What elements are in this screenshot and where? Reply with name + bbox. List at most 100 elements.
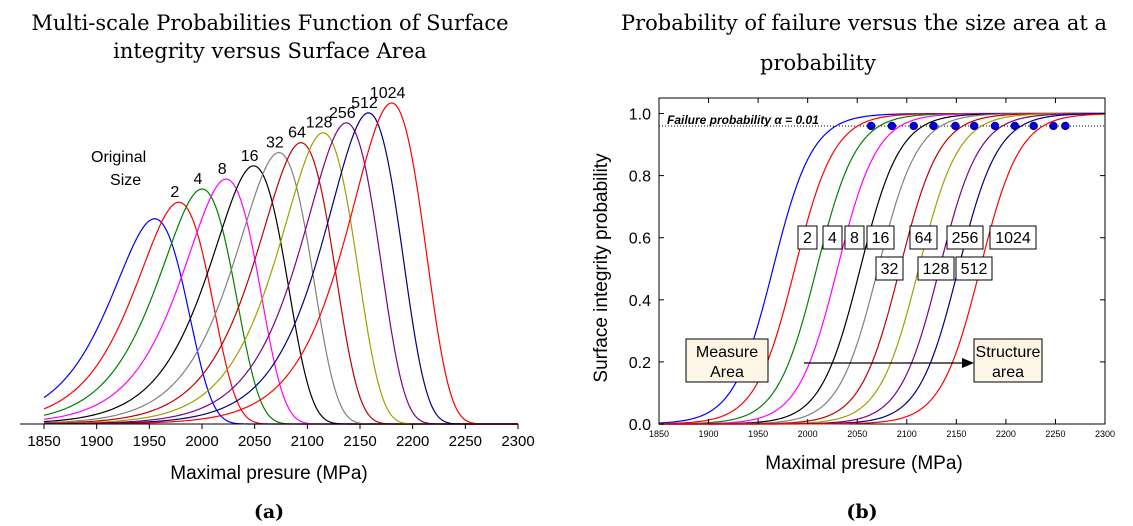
panel-b-size-label-box [866,225,895,250]
panel-b-size-label-box [844,225,865,250]
panel-b-y-tick-label: 0.2 [629,355,651,372]
panel-a-series-label: 16 [241,148,259,165]
panel-b-markers [866,121,1070,131]
panel-b-x-tick-label: 1850 [649,429,669,439]
panel-b-y-axis-label: Surface integrity probability [591,153,612,383]
panel-a-series-line [43,178,518,425]
panel-a-x-tick-label: 2200 [396,433,429,450]
measure-area-label-line-2: Area [710,364,744,381]
panel-a-x-tick-label: 1850 [27,433,60,450]
panel-b-chart: Probability of failure versus the size a… [591,11,1115,523]
panel-b-y-ticks: 0.0 0.2 0.4 0.6 0.8 1.0 [629,107,1105,434]
panel-b-size-label: 8 [850,230,859,247]
panel-a-x-axis-label: Maximal presure (MPa) [170,463,367,484]
panel-b-x-axis-label: Maximal presure (MPa) [765,453,962,474]
panel-a-series-label: 512 [351,95,378,112]
panel-b-size-labels: 2 4 8 16 64 256 1024 32 128 512 [797,225,1037,281]
panel-b-failure-marker [1061,121,1070,131]
panel-b-size-label: 4 [828,230,837,247]
panel-b-size-label-box [989,225,1037,250]
panel-a-series-label: 4 [194,171,203,188]
panel-b-x-ticks: 1850 1900 1950 2000 2050 2100 2150 2200 2250 2300 [649,98,1115,439]
structure-area-label-line-2: area [992,364,1024,381]
panel-b-size-label-box [822,225,843,250]
panel-a-x-tick-label: 2100 [291,433,324,450]
measure-area-box [685,338,769,383]
panel-b-y-tick-label: 0.8 [629,169,651,186]
panel-a-x-tick-label: 2250 [449,433,482,450]
panel-a-x-tick-label: 2300 [501,433,534,450]
panel-b-series-group [658,112,1106,425]
panel-b-failure-marker [990,121,1000,131]
panel-a-series-label: 256 [329,105,356,122]
panel-b-size-label-box [955,256,993,281]
panel-b-y-tick-label: 0.0 [629,417,651,434]
panel-b-x-tick-label: 1900 [699,429,719,439]
panel-a-x-tick-label: 2000 [185,433,218,450]
panel-b-size-label: 512 [961,261,988,278]
panel-b-x-tick-label: 2050 [847,429,867,439]
size-arrow-head [962,358,974,368]
panel-a-series-label: 8 [218,161,227,178]
panel-a-x-ticks: 1850 1900 1950 2000 2050 2100 2150 2200 2250 2300 [27,424,535,450]
panel-a-series-label: 32 [266,135,284,152]
panel-b-size-label: 2 [803,230,812,247]
panel-b-plot-frame [658,97,1106,425]
panel-b-failure-marker [1029,121,1038,131]
panel-b-size-label-box [797,225,818,250]
panel-a-x-tick-label: 1900 [80,433,113,450]
panel-a-title-line-1: Multi-scale Probabilities Function of Su… [31,11,508,35]
panel-b-y-tick-label: 0.6 [629,231,651,248]
panel-b-x-tick-label: 2300 [1095,429,1115,439]
panel-b-failure-marker [929,121,938,131]
panel-a-series-label: Size [110,172,141,189]
panel-b-failure-marker [969,121,979,131]
panel-a-series-line [43,165,518,425]
panel-a-series-group [43,102,518,425]
panel-a-x-tick-label: 2050 [238,433,271,450]
panel-a-series-line [44,102,518,425]
panel-b-size-label: 32 [881,261,899,278]
panel-b-failure-marker [909,121,918,131]
panel-b-y-tick-label: 0.4 [629,293,651,310]
structure-area-box [973,338,1043,383]
panel-b-failure-marker [951,121,960,131]
panel-b-reference-label: Failure probability α = 0.01 [667,113,819,127]
panel-b-size-label-box [917,256,955,281]
measure-area-label-line-1: Measure [696,344,758,361]
panel-a-x-tick-label: 1950 [133,433,166,450]
structure-area-label-line-1: Structure [976,344,1041,361]
panel-b-failure-marker [887,121,897,131]
panel-b-failure-marker [866,121,876,131]
panel-b-size-label-box [946,225,984,250]
panel-b-y-tick-label: 1.0 [629,107,651,124]
panel-b-title-line-2: probability [760,51,876,75]
panel-a-series-label: 2 [170,184,179,201]
panel-b-size-label: 256 [952,230,979,247]
panel-b-title-line-1: Probability of failure versus the size a… [621,11,1107,35]
panel-b-failure-marker [1010,121,1020,131]
panel-b-x-tick-label: 2250 [1045,429,1065,439]
panel-b-size-label: 64 [915,230,933,247]
panel-a-series-label: 64 [288,125,306,142]
panel-b-failure-marker [1049,121,1058,131]
panel-a-series-label: 1024 [370,85,406,102]
panel-b-x-tick-label: 2100 [897,429,917,439]
panel-b-x-tick-label: 2000 [798,429,818,439]
panel-b-series-line [659,113,1106,425]
panel-a-x-tick-label: 2150 [343,433,376,450]
panel-a-title-line-2: integrity versus Surface Area [113,39,427,63]
panel-a-chart: Multi-scale Probabilities Function of Su… [20,11,535,523]
panel-b-size-label: 16 [872,230,890,247]
panel-a-series-label: 128 [306,115,333,132]
panel-b-size-label: 128 [923,261,950,278]
panel-b-label: (b) [846,501,877,523]
panel-b-size-label-box [875,256,904,281]
panel-b-x-tick-label: 1950 [748,429,768,439]
panel-a-series-line [43,201,518,425]
panel-b-size-label: 1024 [995,230,1031,247]
panel-a-label: (a) [254,501,284,523]
panel-b-size-label-box [909,225,938,250]
